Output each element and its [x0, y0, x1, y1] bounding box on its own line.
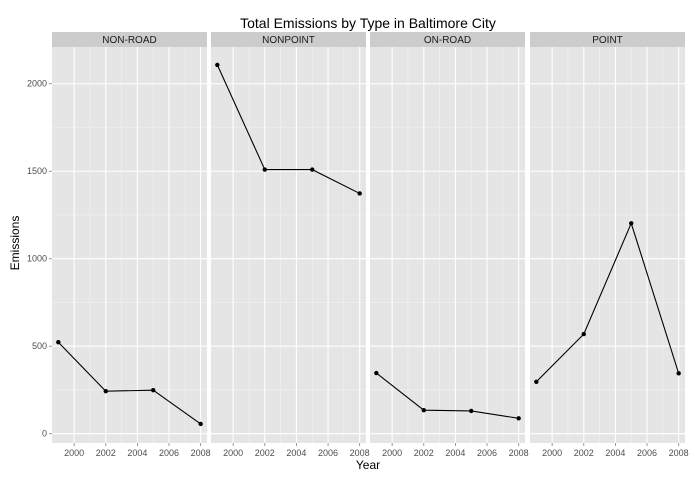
data-point	[198, 421, 203, 427]
facet-strip-label: NON-ROAD	[102, 35, 156, 46]
panel-background	[52, 47, 207, 443]
y-tick-label: 1000	[27, 254, 47, 264]
x-tick-label: 2008	[191, 448, 211, 458]
x-tick-label: 2000	[64, 448, 84, 458]
data-point	[581, 331, 586, 337]
series-line	[57, 341, 201, 425]
y-axis-ticks: 0 500 1000 1500 2000	[27, 79, 52, 439]
data-point	[103, 389, 108, 394]
facet-strip-label: NONPOINT	[262, 35, 315, 46]
x-tick-label: 2008	[669, 448, 689, 458]
facet-strip-label: ON-ROAD	[424, 35, 471, 46]
data-point	[629, 221, 634, 226]
facet-panel: ON-ROAD 2000 2002 2004 2006 2008	[370, 32, 529, 458]
data-point	[516, 416, 521, 421]
data-point	[215, 62, 220, 68]
panel-background	[370, 47, 525, 443]
data-point	[676, 371, 681, 376]
data-point	[534, 379, 539, 384]
x-tick-label: 2002	[574, 448, 594, 458]
x-tick-label: 2000	[542, 448, 562, 458]
y-tick-label: 2000	[27, 79, 47, 89]
y-tick-label: 500	[32, 341, 47, 351]
panel-background	[211, 47, 366, 443]
data-point	[357, 191, 362, 196]
series-line	[216, 64, 360, 194]
facet-panels: NON-ROAD 2000 2002 2004 2006 2008 NONPOINT 2000…	[52, 32, 689, 458]
x-tick-label: 2002	[414, 448, 434, 458]
x-tick-label: 2004	[445, 448, 465, 458]
x-tick-label: 2004	[286, 448, 306, 458]
facet-panel: POINT 2000 2002 2004 2006 2008	[530, 32, 689, 458]
facet-strip	[530, 32, 685, 47]
x-tick-label: 2002	[96, 448, 116, 458]
x-tick-label: 2000	[223, 448, 243, 458]
x-tick-label: 2006	[159, 448, 179, 458]
data-point	[374, 370, 379, 376]
data-point	[469, 408, 474, 414]
facet-strip	[370, 32, 525, 47]
series-line	[535, 221, 680, 383]
data-point	[262, 167, 267, 172]
y-tick-label: 0	[42, 429, 47, 439]
x-axis-label: Year	[356, 458, 380, 472]
facet-strip-label: POINT	[592, 35, 623, 46]
facet-panel: NONPOINT 2000 2002 2004 2006 2008	[211, 32, 370, 458]
data-point	[56, 340, 61, 345]
chart-title: Total Emissions by Type in Baltimore Cit…	[240, 15, 496, 31]
x-tick-label: 2008	[509, 448, 529, 458]
facet-strip	[52, 32, 207, 47]
data-point	[151, 387, 156, 393]
y-axis-label: Emissions	[8, 216, 22, 271]
panel-background	[530, 47, 685, 443]
x-tick-label: 2000	[382, 448, 402, 458]
data-point	[421, 408, 426, 413]
x-tick-label: 2008	[350, 448, 370, 458]
facet-strip	[211, 32, 366, 47]
x-tick-label: 2006	[637, 448, 657, 458]
x-tick-label: 2002	[255, 448, 275, 458]
x-tick-label: 2006	[477, 448, 497, 458]
y-tick-label: 1500	[27, 166, 47, 176]
facet-panel: NON-ROAD 2000 2002 2004 2006 2008	[52, 32, 211, 458]
series-line	[375, 372, 519, 419]
x-tick-label: 2004	[127, 448, 147, 458]
data-point	[310, 167, 315, 172]
x-tick-label: 2006	[318, 448, 338, 458]
x-tick-label: 2004	[605, 448, 625, 458]
